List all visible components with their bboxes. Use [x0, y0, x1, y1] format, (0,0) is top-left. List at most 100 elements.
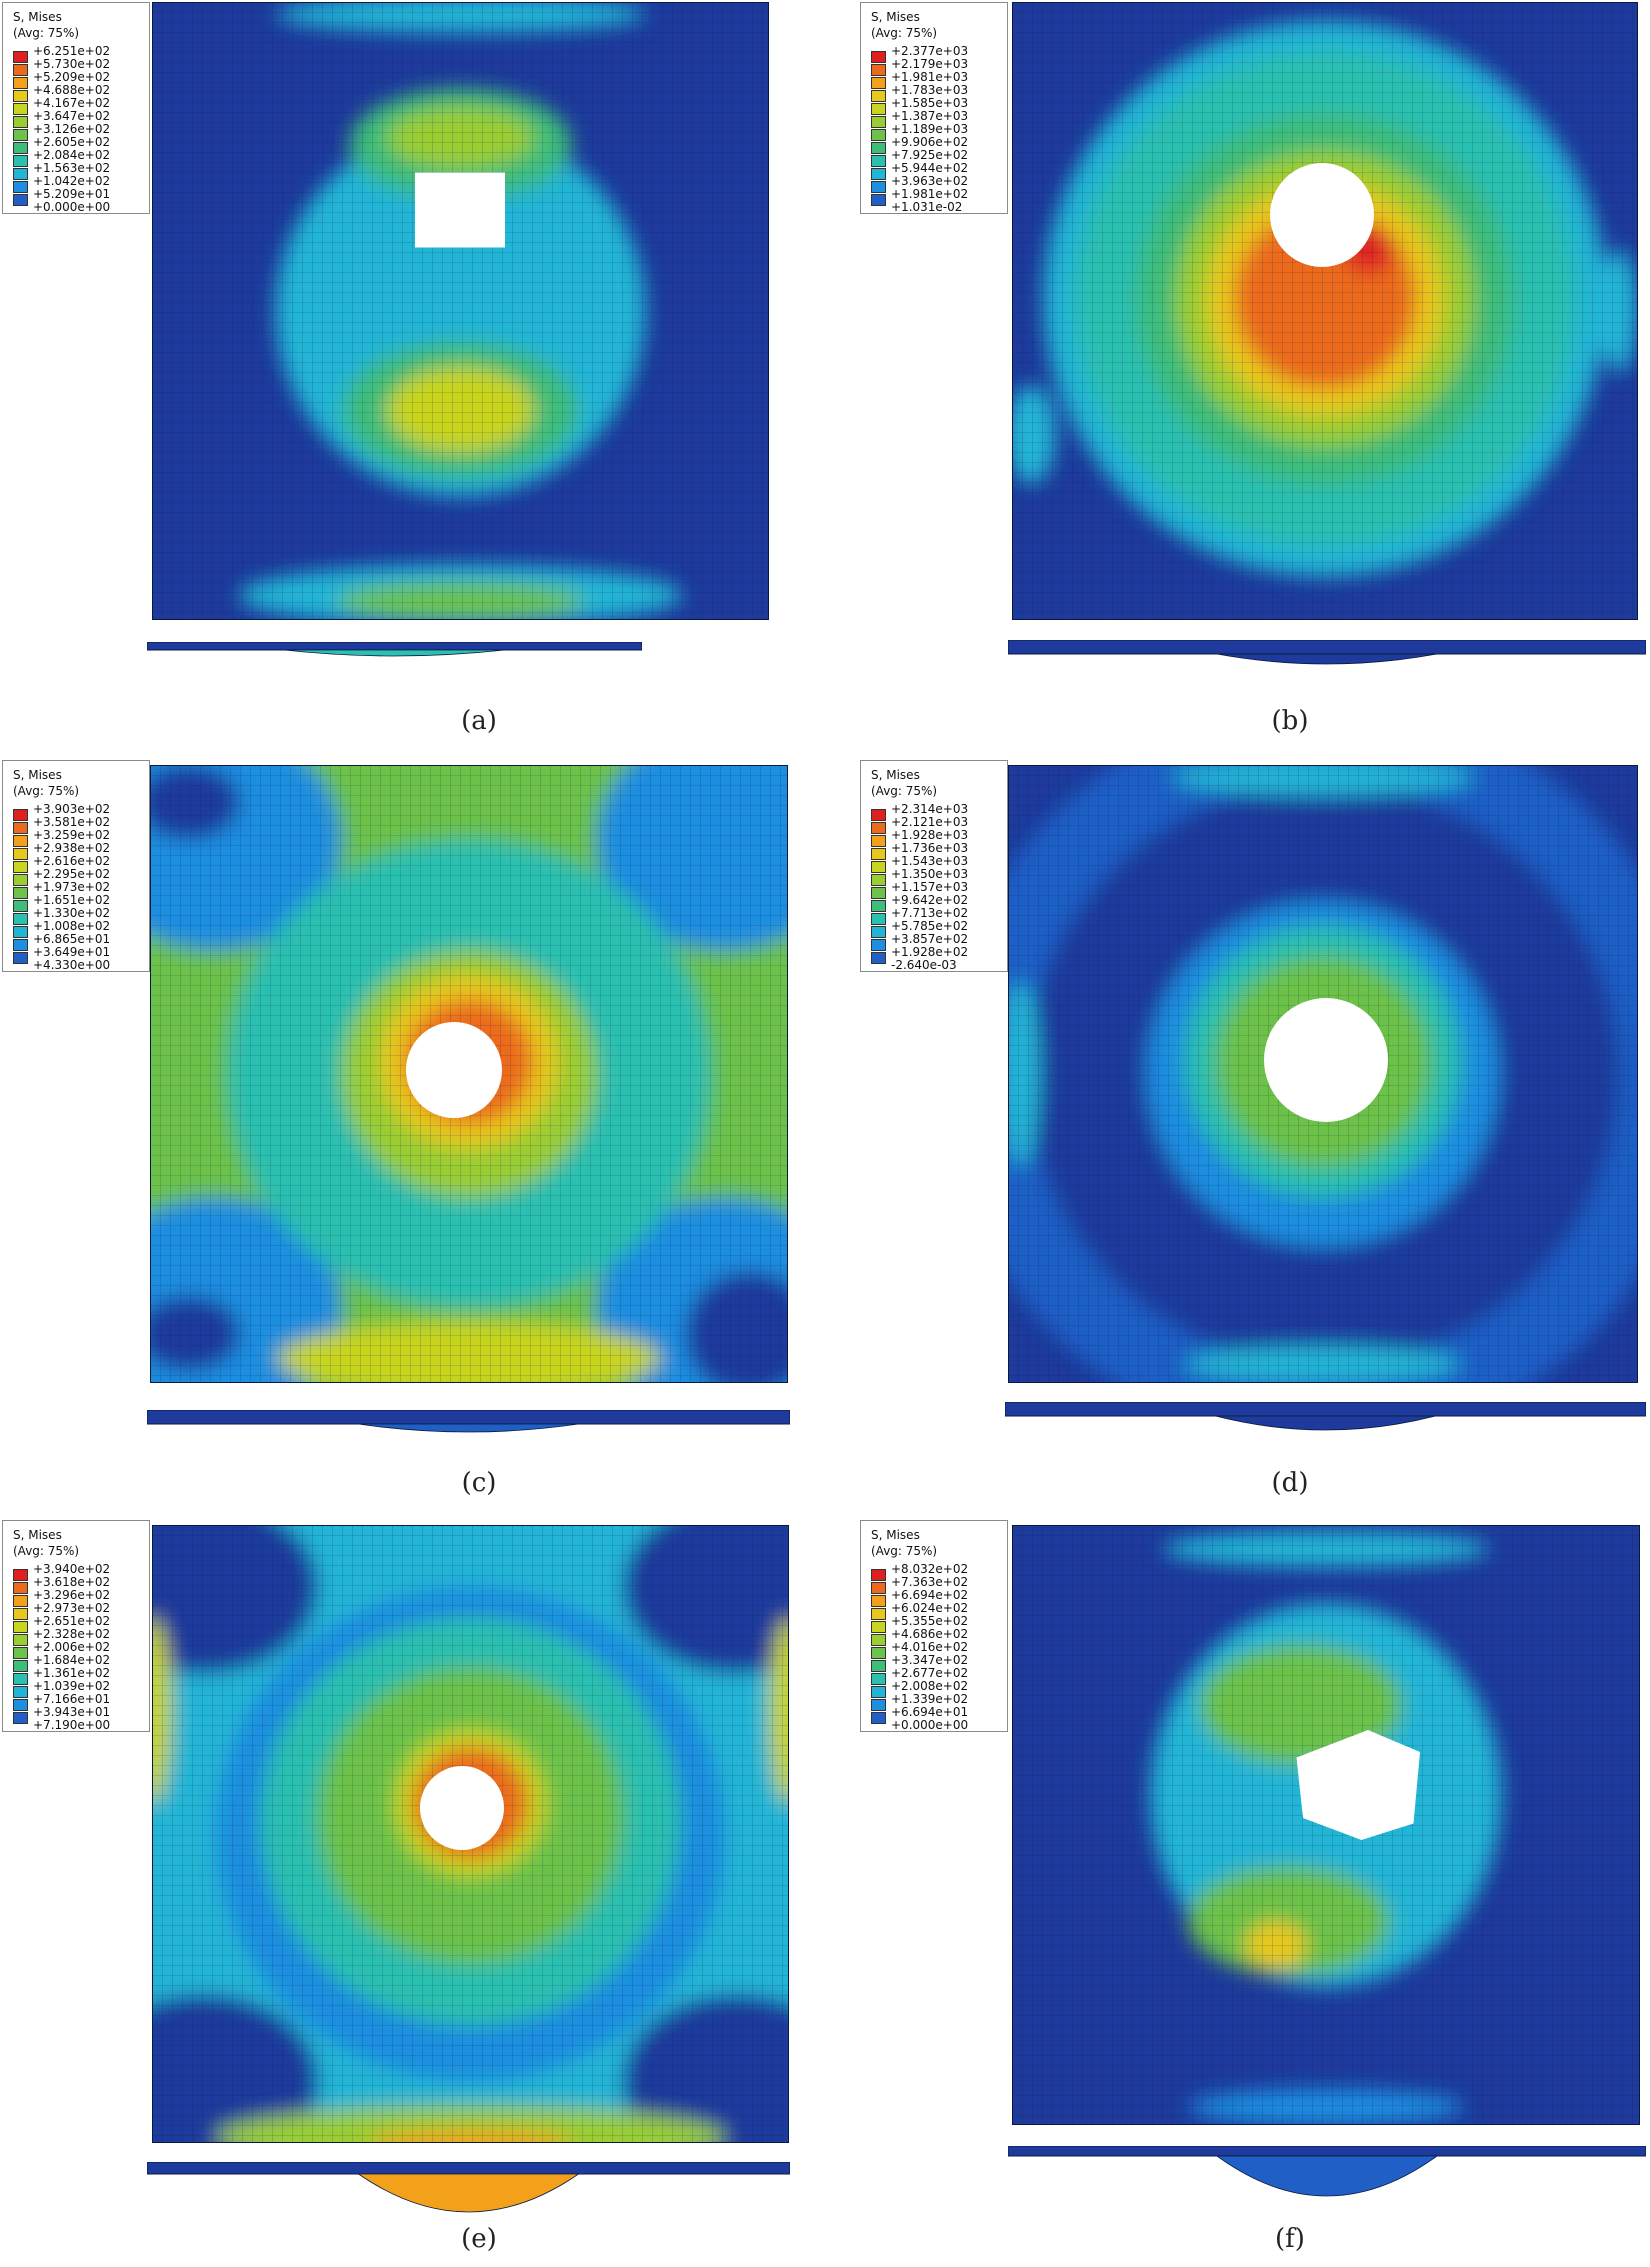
legend-value: +1.189e+03: [891, 122, 969, 136]
legend-value: +4.688e+02: [33, 83, 111, 97]
legend-avg: (Avg: 75%): [871, 1544, 938, 1558]
legend-swatch: [871, 939, 886, 951]
legend-swatch: [13, 1634, 28, 1646]
legend-swatch: [13, 926, 28, 938]
legend-value: +6.694e+01: [891, 1705, 969, 1719]
panel-caption-e: (e): [461, 2224, 497, 2254]
legend-value: +8.032e+02: [891, 1562, 969, 1576]
panel-caption-b: (b): [1271, 706, 1309, 736]
legend-swatch: [13, 1712, 28, 1724]
side-view-b: [1007, 639, 1647, 704]
legend-swatch: [13, 181, 28, 193]
legend-value: +2.008e+02: [891, 1679, 969, 1693]
legend-value: +3.126e+02: [33, 122, 111, 136]
legend-swatch: [13, 809, 28, 821]
legend-value: +1.928e+02: [891, 945, 969, 959]
legend-value: +5.209e+01: [33, 187, 111, 201]
legend-swatch: [13, 900, 28, 912]
legend-swatch: [871, 51, 886, 63]
side-view-e: [146, 2161, 791, 2224]
legend-value: +2.605e+02: [33, 135, 111, 149]
legend-title: S, Mises: [13, 10, 62, 24]
legend-value: +0.000e+00: [891, 1718, 969, 1732]
legend-value: +1.973e+02: [33, 880, 111, 894]
legend-value: +6.865e+01: [33, 932, 111, 946]
legend-value: +4.330e+00: [33, 958, 111, 972]
legend-value: +6.024e+02: [891, 1601, 969, 1615]
legend-swatch: [13, 90, 28, 102]
side-view-c: [146, 1409, 791, 1474]
legend-swatch: [13, 952, 28, 964]
legend-swatch: [871, 1595, 886, 1607]
legend-swatch: [871, 168, 886, 180]
panel-caption-f: (f): [1275, 2224, 1305, 2254]
legend-swatch: [871, 1647, 886, 1659]
legend-value: +5.209e+02: [33, 70, 111, 84]
legend-swatch: [871, 1712, 886, 1724]
legend-value: +3.649e+01: [33, 945, 111, 959]
legend-value: +2.938e+02: [33, 841, 111, 855]
legend-swatch: [13, 1595, 28, 1607]
legend-value: +2.314e+03: [891, 802, 969, 816]
legend-swatch: [871, 822, 886, 834]
legend-value: +2.616e+02: [33, 854, 111, 868]
side-view-f: [1007, 2145, 1647, 2206]
perforation-hole: [415, 172, 505, 248]
legend-value: +1.042e+02: [33, 174, 111, 188]
legend-swatch: [13, 835, 28, 847]
perforation-hole: [1264, 998, 1388, 1122]
legend-swatch: [871, 1621, 886, 1633]
legend-swatch: [13, 103, 28, 115]
legend-swatch: [871, 1582, 886, 1594]
legend-swatch: [13, 1608, 28, 1620]
legend-swatch: [871, 913, 886, 925]
legend-value: +1.981e+03: [891, 70, 969, 84]
legend-value: +1.563e+02: [33, 161, 111, 175]
legend-swatch: [871, 835, 886, 847]
legend-swatch: [871, 926, 886, 938]
legend-value: +3.940e+02: [33, 1562, 111, 1576]
legend-value: +1.039e+02: [33, 1679, 111, 1693]
legend-swatch: [871, 1699, 886, 1711]
legend-swatch: [13, 822, 28, 834]
legend-value: +3.347e+02: [891, 1653, 969, 1667]
legend-swatch: [13, 874, 28, 886]
legend-value: +1.928e+03: [891, 828, 969, 842]
legend-value: +1.031e-02: [891, 200, 963, 214]
legend-swatch: [871, 1673, 886, 1685]
legend-swatch: [871, 129, 886, 141]
legend-value: +5.730e+02: [33, 57, 111, 71]
legend-swatch: [871, 103, 886, 115]
legend-value: +2.677e+02: [891, 1666, 969, 1680]
legend-value: +2.651e+02: [33, 1614, 111, 1628]
legend-value: +2.084e+02: [33, 148, 111, 162]
legend-value: +1.651e+02: [33, 893, 111, 907]
legend-c: S, Mises (Avg: 75%) +3.903e+02 +3.581e+02 +3…: [2, 760, 150, 972]
legend-swatch: [13, 116, 28, 128]
legend-swatch: [13, 1647, 28, 1659]
legend-value: +7.925e+02: [891, 148, 969, 162]
legend-value: +2.328e+02: [33, 1627, 111, 1641]
legend-avg: (Avg: 75%): [871, 784, 938, 798]
contour-plate-b: [1012, 2, 1638, 620]
legend-swatch: [13, 155, 28, 167]
legend-swatch: [13, 861, 28, 873]
legend-swatch: [871, 1608, 886, 1620]
legend-value: +3.296e+02: [33, 1588, 111, 1602]
legend-title: S, Mises: [871, 1528, 920, 1542]
legend-value: +1.157e+03: [891, 880, 969, 894]
legend-swatch: [871, 809, 886, 821]
legend-value: +1.543e+03: [891, 854, 969, 868]
legend-value: -2.640e-03: [891, 958, 957, 972]
legend-e: S, Mises (Avg: 75%) +3.940e+02 +3.618e+02 +3…: [2, 1520, 150, 1732]
perforation-hole: [420, 1766, 504, 1850]
legend-swatch: [13, 51, 28, 63]
legend-swatch: [13, 168, 28, 180]
legend-swatch: [13, 194, 28, 206]
perforation-hole: [1296, 1730, 1420, 1840]
side-view-d: [1004, 1401, 1647, 1466]
legend-value: +2.295e+02: [33, 867, 111, 881]
legend-value: +3.618e+02: [33, 1575, 111, 1589]
legend-value: +3.581e+02: [33, 815, 111, 829]
legend-value: +1.350e+03: [891, 867, 969, 881]
